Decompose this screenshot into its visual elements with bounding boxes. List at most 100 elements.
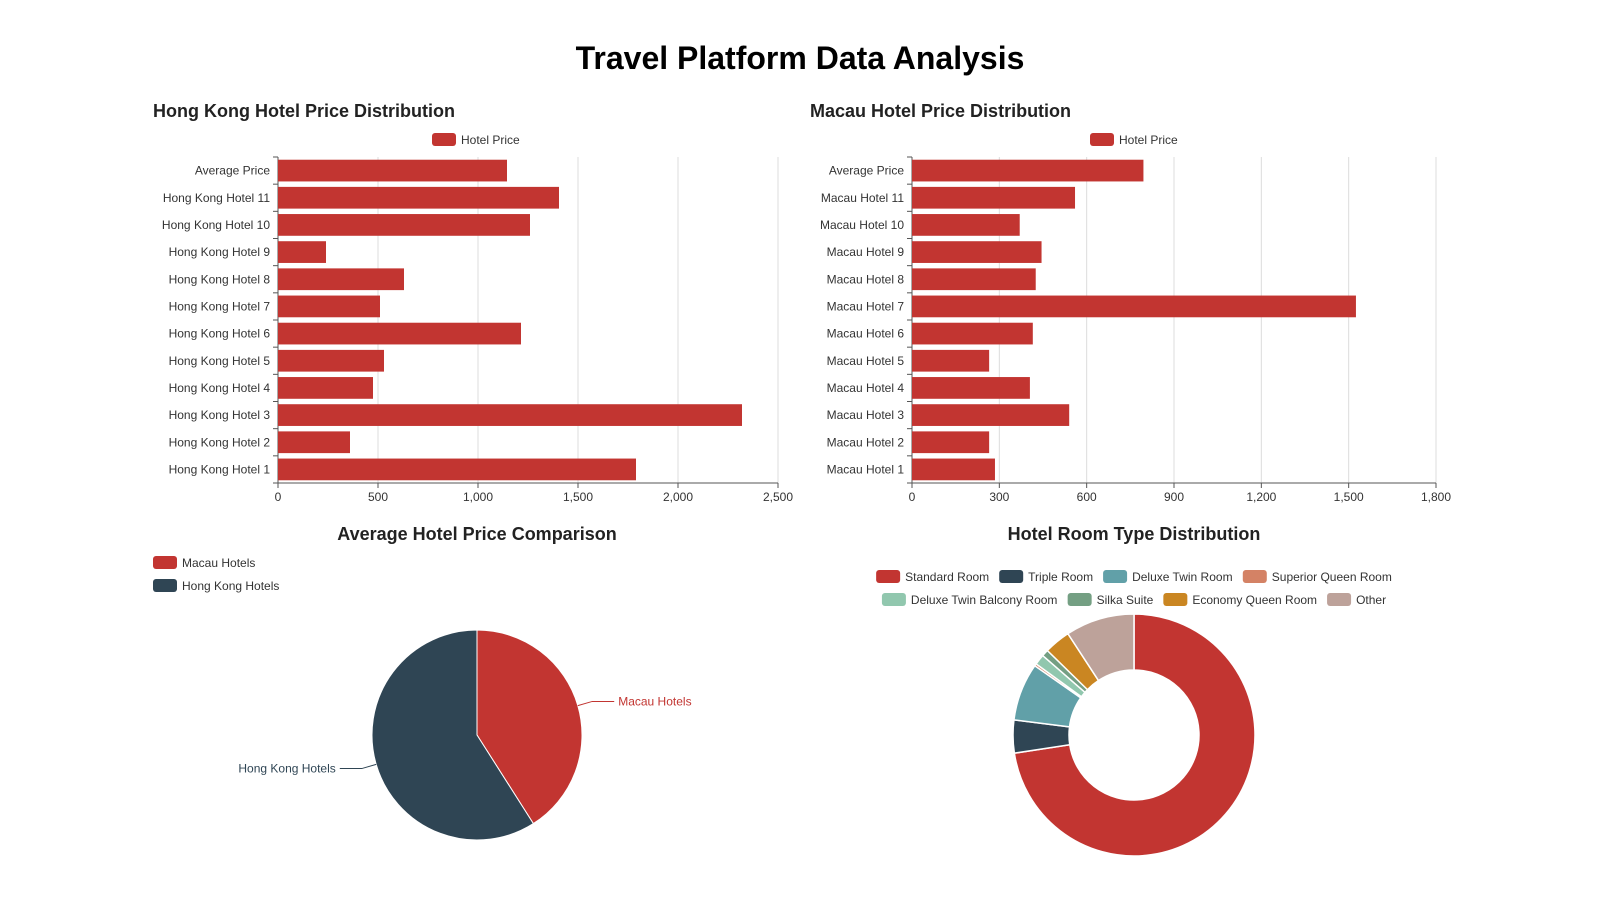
legend-label: Deluxe Twin Room <box>1132 570 1233 584</box>
chart-mo-group: Macau Hotel Price Distribution Hotel Pric… <box>810 101 1451 504</box>
bar-hong-kong-hotel-2[interactable] <box>278 431 350 454</box>
chart-room-group: Hotel Room Type Distribution Standard Roo… <box>876 524 1392 857</box>
bar-macau-hotel-1[interactable] <box>912 458 995 481</box>
slice-other[interactable] <box>1066 613 1135 682</box>
legend-item-macau-hotels[interactable]: Macau Hotels <box>153 556 255 570</box>
legend-item-deluxe-twin-balcony-room[interactable]: Deluxe Twin Balcony Room <box>881 593 1058 607</box>
bar-macau-hotel-11[interactable] <box>912 186 1076 209</box>
bar-macau-hotel-7[interactable] <box>912 295 1356 318</box>
legend-label: Deluxe Twin Balcony Room <box>911 593 1058 607</box>
bar-hong-kong-hotel-5[interactable] <box>278 349 384 372</box>
bar-macau-hotel-8[interactable] <box>912 268 1036 291</box>
y-tick-label-hong-kong-hotel-10: Hong Kong Hotel 10 <box>162 218 270 232</box>
x-tick-label: 900 <box>1164 490 1184 504</box>
y-tick-label-macau-hotel-6: Macau Hotel 6 <box>827 327 905 341</box>
legend-item-other[interactable]: Other <box>1327 593 1386 607</box>
y-tick-label-hong-kong-hotel-7: Hong Kong Hotel 7 <box>169 299 271 313</box>
y-tick-label-macau-hotel-4: Macau Hotel 4 <box>827 381 905 395</box>
slice-macau-hotels[interactable] <box>476 629 583 825</box>
x-tick-label: 1,200 <box>1246 490 1276 504</box>
bar-hong-kong-hotel-9[interactable] <box>278 241 326 263</box>
y-tick-label-macau-hotel-2: Macau Hotel 2 <box>827 435 905 449</box>
legend-item-triple-room[interactable]: Triple Room <box>999 570 1093 584</box>
bar-macau-hotel-10[interactable] <box>912 214 1020 236</box>
x-tick-label: 1,000 <box>463 490 493 504</box>
legend-label: Hotel Price <box>461 133 520 147</box>
legend-swatch <box>1090 133 1114 146</box>
y-tick-label-hong-kong-hotel-1: Hong Kong Hotel 1 <box>169 462 271 476</box>
legend-label: Hotel Price <box>1119 133 1178 147</box>
bar-macau-hotel-3[interactable] <box>912 404 1070 426</box>
chart-hk-group: Hong Kong Hotel Price Distribution Hotel … <box>153 101 793 504</box>
bar-hong-kong-hotel-11[interactable] <box>278 186 559 209</box>
leader-line-hong-kong-hotels <box>339 763 377 770</box>
x-tick-label: 2,000 <box>663 490 693 504</box>
legend-item-economy-queen-room[interactable]: Economy Queen Room <box>1163 593 1317 607</box>
legend-label: Standard Room <box>905 570 989 584</box>
y-tick-label-macau-hotel-8: Macau Hotel 8 <box>827 272 905 286</box>
leader-line-macau-hotels <box>577 700 615 707</box>
bar-macau-hotel-5[interactable] <box>912 349 990 372</box>
bar-average-price[interactable] <box>912 159 1144 182</box>
page-title: Travel Platform Data Analysis <box>575 40 1025 76</box>
chart-title-hk: Hong Kong Hotel Price Distribution <box>153 101 455 121</box>
bar-average-price[interactable] <box>278 159 507 182</box>
x-tick-label: 1,800 <box>1421 490 1451 504</box>
legend-swatch <box>1242 570 1267 583</box>
legend-swatch <box>1067 593 1092 606</box>
x-tick-label: 2,500 <box>763 490 793 504</box>
bar-hong-kong-hotel-10[interactable] <box>278 214 530 236</box>
bar-hong-kong-hotel-8[interactable] <box>278 268 404 291</box>
y-tick-label-macau-hotel-3: Macau Hotel 3 <box>827 408 905 422</box>
legend-swatch <box>432 133 456 146</box>
bar-hong-kong-hotel-6[interactable] <box>278 322 521 345</box>
bar-macau-hotel-6[interactable] <box>912 322 1033 345</box>
legend-item-hong-kong-hotels[interactable]: Hong Kong Hotels <box>153 579 279 593</box>
slice-label-hong-kong-hotels: Hong Kong Hotels <box>238 762 335 776</box>
bar-macau-hotel-9[interactable] <box>912 241 1042 263</box>
y-tick-label-hong-kong-hotel-2: Hong Kong Hotel 2 <box>169 435 271 449</box>
y-tick-label-hong-kong-hotel-5: Hong Kong Hotel 5 <box>169 354 271 368</box>
bar-macau-hotel-4[interactable] <box>912 377 1030 399</box>
slice-standard-room[interactable] <box>1013 613 1256 857</box>
chart-avg-group: Average Hotel Price Comparison Macau Hote… <box>153 524 692 841</box>
legend-swatch <box>1103 570 1128 583</box>
legend-label: Triple Room <box>1028 570 1093 584</box>
legend-label: Silka Suite <box>1097 593 1154 607</box>
y-tick-label-macau-hotel-7: Macau Hotel 7 <box>827 299 905 313</box>
legend-item-standard-room[interactable]: Standard Room <box>876 570 989 584</box>
bar-hong-kong-hotel-1[interactable] <box>278 458 636 481</box>
y-tick-label-macau-hotel-9: Macau Hotel 9 <box>827 245 905 259</box>
legend-swatch <box>153 579 177 592</box>
x-tick-label: 300 <box>989 490 1009 504</box>
y-tick-label-average-price: Average Price <box>195 164 270 178</box>
y-tick-label-hong-kong-hotel-3: Hong Kong Hotel 3 <box>169 408 271 422</box>
chart-title-avg: Average Hotel Price Comparison <box>337 524 616 544</box>
legend-swatch <box>1327 593 1352 606</box>
legend-item-silka-suite[interactable]: Silka Suite <box>1067 593 1154 607</box>
legend-swatch <box>876 570 901 583</box>
y-tick-label-hong-kong-hotel-6: Hong Kong Hotel 6 <box>169 327 271 341</box>
legend-item-superior-queen-room[interactable]: Superior Queen Room <box>1242 570 1392 584</box>
y-tick-label-hong-kong-hotel-11: Hong Kong Hotel 11 <box>163 191 271 205</box>
legend-swatch <box>153 556 177 569</box>
slice-label-macau-hotels: Macau Hotels <box>618 694 691 708</box>
bar-hong-kong-hotel-7[interactable] <box>278 295 380 318</box>
legend-item-deluxe-twin-room[interactable]: Deluxe Twin Room <box>1103 570 1233 584</box>
legend-swatch <box>881 593 906 606</box>
y-tick-label-macau-hotel-5: Macau Hotel 5 <box>827 354 905 368</box>
bar-hong-kong-hotel-3[interactable] <box>278 404 742 426</box>
bar-hong-kong-hotel-4[interactable] <box>278 377 373 399</box>
x-tick-label: 1,500 <box>563 490 593 504</box>
legend-label: Superior Queen Room <box>1272 570 1392 584</box>
y-tick-label-hong-kong-hotel-9: Hong Kong Hotel 9 <box>169 245 271 259</box>
y-tick-label-macau-hotel-11: Macau Hotel 11 <box>821 191 904 205</box>
bar-macau-hotel-2[interactable] <box>912 431 990 454</box>
x-tick-label: 1,500 <box>1334 490 1364 504</box>
y-tick-label-average-price: Average Price <box>829 164 904 178</box>
chart-title-mo: Macau Hotel Price Distribution <box>810 101 1071 121</box>
y-tick-label-hong-kong-hotel-8: Hong Kong Hotel 8 <box>169 272 271 286</box>
y-tick-label-hong-kong-hotel-4: Hong Kong Hotel 4 <box>169 381 271 395</box>
chart-title-room: Hotel Room Type Distribution <box>1008 524 1261 544</box>
